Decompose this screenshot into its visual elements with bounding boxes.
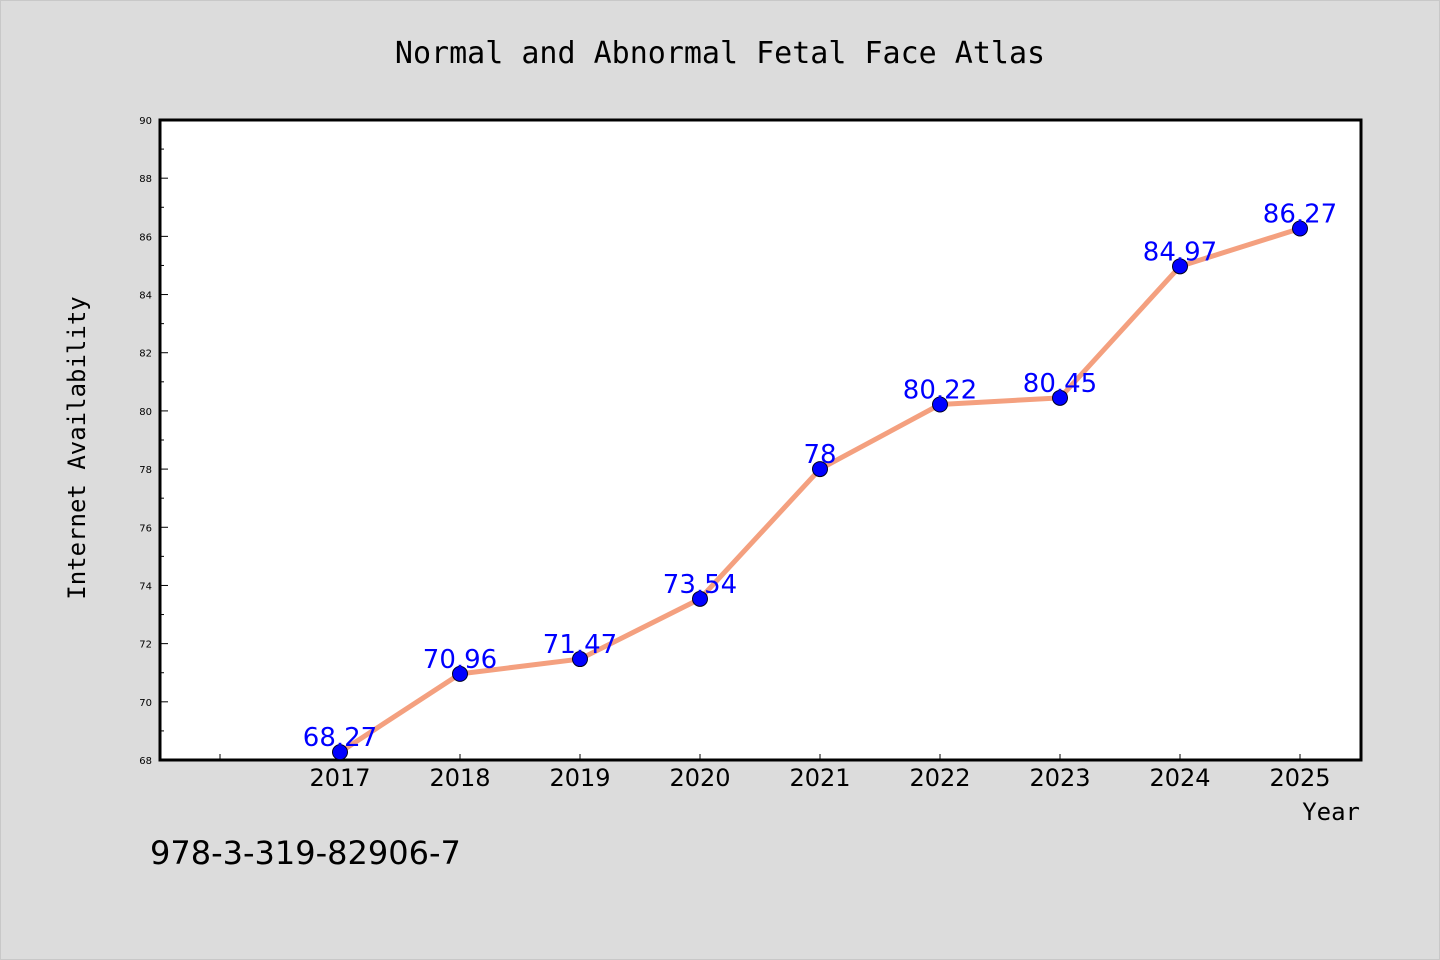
data-point: [1052, 389, 1068, 406]
y-tick-label: 78: [139, 465, 152, 476]
chart-title: Normal and Abnormal Fetal Face Atlas: [395, 36, 1045, 71]
y-tick-label: 72: [139, 640, 152, 651]
y-tick-label: 86: [139, 232, 152, 243]
data-label: 71.47: [543, 630, 617, 660]
x-tick-label: 2025: [1269, 764, 1330, 792]
y-tick-label: 76: [139, 523, 152, 534]
y-axis-ticks: 68 70 72 74 76 78 80 82 84 86 88 90: [139, 116, 168, 767]
x-tick-label: 2022: [909, 764, 970, 792]
data-label-group: 68.27 70.96 71.47 73.54 78 80.22 80.45 84.97 86.…: [303, 200, 1337, 754]
y-tick-label: 84: [139, 291, 152, 302]
data-label: 70.96: [423, 645, 497, 675]
x-tick-label: 2017: [309, 764, 370, 792]
data-point: [1292, 220, 1308, 237]
y-axis-label: Internet Availability: [63, 296, 91, 599]
y-tick-label: 70: [139, 698, 152, 709]
data-point: [692, 590, 708, 607]
series-group: [332, 220, 1308, 761]
y-tick-label: 74: [139, 581, 152, 592]
x-tick-label: 2023: [1029, 764, 1090, 792]
y-tick-label: 88: [139, 174, 152, 185]
data-point: [812, 461, 828, 478]
data-label: 80.45: [1023, 369, 1097, 399]
data-label: 84.97: [1143, 237, 1217, 267]
data-label: 80.22: [903, 376, 977, 406]
data-point: [1172, 258, 1188, 275]
x-tick-label: 2021: [789, 764, 850, 792]
x-tick-label: 2018: [429, 764, 490, 792]
data-label: 68.27: [303, 723, 377, 753]
data-label: 78: [803, 440, 836, 470]
x-tick-label: 2020: [669, 764, 730, 792]
plot-area: [158, 118, 1363, 762]
y-tick-label: 68: [139, 756, 152, 767]
y-tick-label: 90: [139, 116, 152, 127]
data-point: [932, 396, 948, 413]
x-axis-label: Year: [1302, 798, 1360, 826]
y-tick-label: 82: [139, 349, 152, 360]
data-point: [332, 744, 348, 761]
data-label: 73.54: [663, 570, 737, 600]
x-tick-label: 2024: [1149, 764, 1210, 792]
data-point: [572, 651, 588, 668]
isbn-text: 978-3-319-82906-7: [150, 834, 461, 872]
data-label: 86.27: [1263, 200, 1337, 230]
data-point: [452, 665, 468, 682]
x-tick-label: 2019: [549, 764, 610, 792]
x-axis-ticks: 2017 2018 2019 2020 2021 2022 2023 2024 2025: [219, 754, 1331, 792]
y-tick-label: 80: [139, 407, 152, 418]
